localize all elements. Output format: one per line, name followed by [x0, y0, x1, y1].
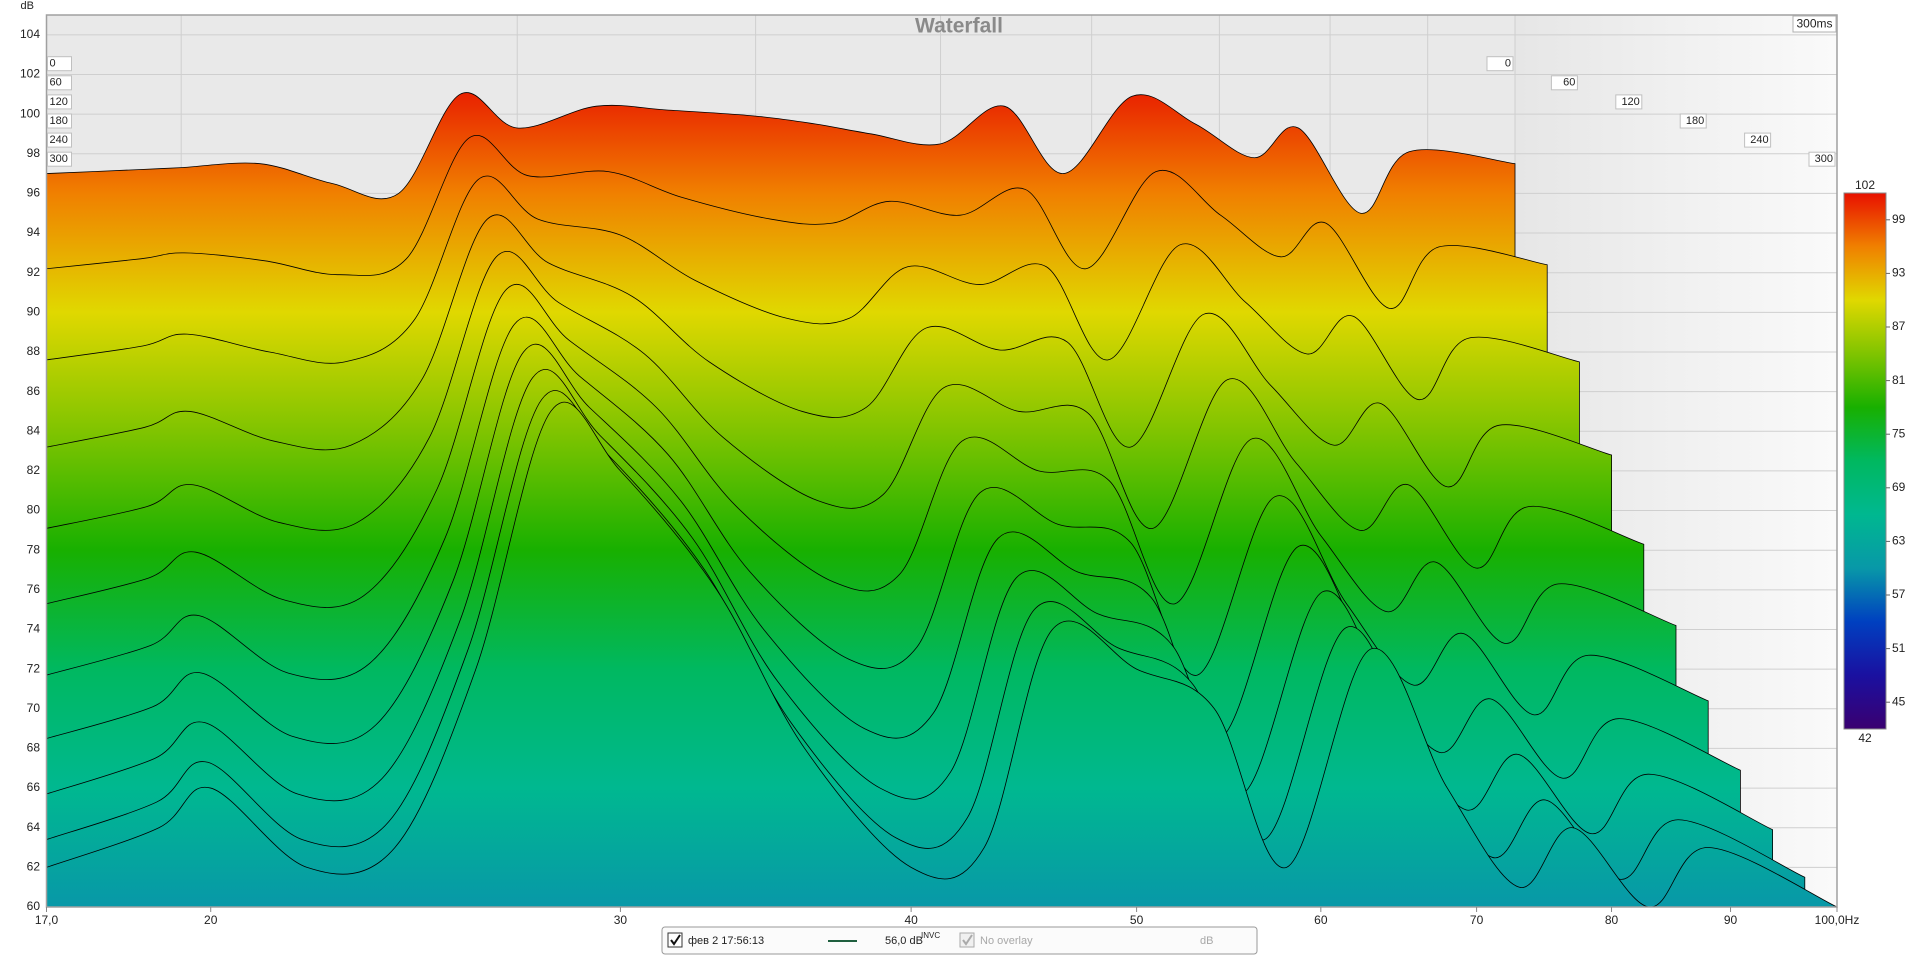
y-tick-label: 102	[20, 67, 40, 81]
overlay-label[interactable]: No overlay	[980, 935, 1033, 947]
waterfall-slice	[46, 401, 1837, 907]
y-tick-label: 84	[27, 423, 41, 437]
time-label-box	[1679, 113, 1707, 129]
time-label-box	[1486, 56, 1514, 72]
time-label: 180	[50, 115, 68, 127]
y-tick-label: 80	[27, 503, 41, 517]
y-tick-label: 100	[20, 106, 40, 120]
color-tick-label: 81	[1892, 373, 1906, 387]
color-tick-label: 45	[1892, 694, 1906, 708]
y-tick-label: 82	[27, 463, 41, 477]
x-tick-label: 60	[1314, 913, 1328, 927]
time-label-box	[47, 132, 72, 148]
plot-frame	[45, 14, 1838, 908]
color-tick-label: 63	[1892, 534, 1906, 548]
time-label-box	[1550, 75, 1578, 91]
legend-unit: dB	[1200, 935, 1213, 947]
y-tick-label: 104	[20, 27, 40, 41]
color-tick-label: 99	[1892, 212, 1906, 226]
time-label-box	[47, 113, 72, 129]
y-tick-label: 64	[27, 820, 41, 834]
y-tick-label: 76	[27, 582, 41, 596]
time-label: 0	[50, 58, 56, 70]
overlay-checkmark	[962, 934, 973, 946]
color-tick-label: 75	[1892, 426, 1906, 440]
x-tick-label: 17,0	[35, 913, 59, 927]
y-tick-label: 94	[27, 225, 41, 239]
x-tick-label: 40	[904, 913, 918, 927]
y-tick-label: 62	[27, 860, 41, 874]
time-label: 240	[1750, 134, 1768, 146]
x-tick-label: 90	[1724, 913, 1738, 927]
y-tick-label: 60	[27, 899, 41, 913]
chart-title: Waterfall	[915, 15, 1003, 38]
time-label-box	[47, 151, 72, 167]
y-axis-label: dB	[21, 0, 34, 12]
time-label: 60	[50, 77, 62, 89]
color-scale-min: 42	[1858, 731, 1872, 745]
y-tick-label: 68	[27, 741, 41, 755]
y-tick-label: 78	[27, 542, 41, 556]
legend-checkmark	[670, 934, 681, 946]
legend-flag: INVC	[921, 931, 940, 940]
color-tick-label: 57	[1892, 587, 1906, 601]
window-label-box	[1792, 15, 1837, 33]
y-tick-label: 90	[27, 305, 41, 319]
y-tick-label: 88	[27, 344, 41, 358]
color-tick-label: 69	[1892, 480, 1906, 494]
axes: Waterfall dB 300ms 60 62 64 66 68 70 72 74 76 78 8…	[20, 0, 1859, 927]
time-label: 0	[1505, 58, 1511, 70]
color-scale: 45 51 57 63 69 75 81 87 93 99 102 42	[1843, 178, 1906, 745]
time-label: 300	[1815, 153, 1833, 165]
legend-level: 56,0 dB	[885, 935, 923, 947]
time-label: 60	[1563, 77, 1575, 89]
y-tick-label: 86	[27, 384, 41, 398]
time-label-box	[1744, 132, 1772, 148]
legend-name: фев 2 17:56:13	[688, 935, 764, 947]
time-label-box	[47, 75, 72, 91]
y-tick-label: 96	[27, 186, 41, 200]
x-tick-label: 30	[614, 913, 628, 927]
color-tick-label: 93	[1892, 266, 1906, 280]
x-tick-label: 50	[1130, 913, 1144, 927]
legend: фев 2 17:56:13 56,0 dB INVC No overlay d…	[661, 926, 1258, 955]
time-label: 180	[1686, 115, 1704, 127]
y-tick-label: 72	[27, 661, 41, 675]
color-tick-label: 87	[1892, 319, 1906, 333]
y-tick-label: 92	[27, 265, 41, 279]
time-label: 120	[1621, 96, 1639, 108]
y-tick-label: 74	[27, 622, 41, 636]
time-label-box	[47, 94, 72, 110]
color-scale-bar	[1843, 192, 1887, 730]
y-tick-label: 98	[27, 146, 41, 160]
time-label-box	[1808, 151, 1836, 167]
time-label-box	[47, 56, 72, 72]
x-tick-label: 80	[1605, 913, 1619, 927]
x-tick-label: 20	[204, 913, 218, 927]
x-tick-label: 100,0Hz	[1815, 913, 1860, 927]
x-tick-label: 70	[1470, 913, 1484, 927]
window-label: 300ms	[1796, 17, 1832, 31]
time-label-box	[1615, 94, 1643, 110]
time-label: 240	[50, 134, 68, 146]
waterfall-surface	[46, 92, 1837, 907]
color-scale-max: 102	[1855, 178, 1875, 192]
y-tick-label: 70	[27, 701, 41, 715]
time-label: 120	[50, 96, 68, 108]
time-label: 300	[50, 153, 68, 165]
y-tick-label: 66	[27, 780, 41, 794]
color-tick-label: 51	[1892, 641, 1906, 655]
